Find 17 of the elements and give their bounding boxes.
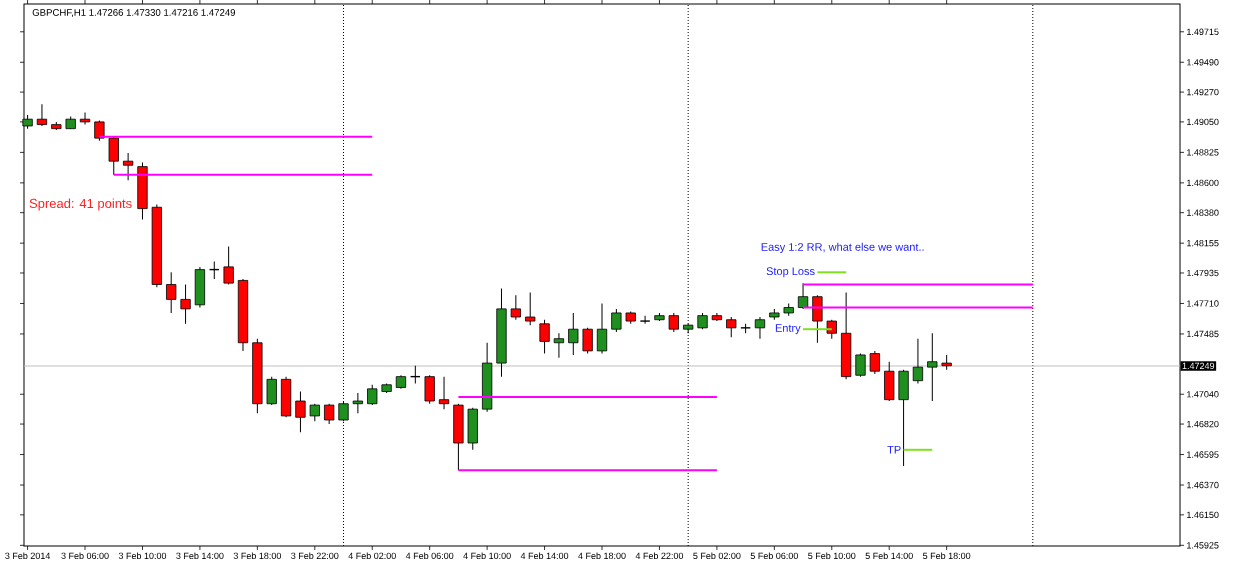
candlestick xyxy=(223,246,234,285)
candlestick xyxy=(553,332,565,359)
candlestick xyxy=(596,302,608,355)
candlestick xyxy=(912,338,924,384)
candlestick xyxy=(726,316,737,338)
candlestick xyxy=(525,292,536,326)
candlestick xyxy=(122,152,134,181)
candlestick xyxy=(194,266,206,309)
candlestick xyxy=(438,376,450,410)
candlestick xyxy=(79,111,91,126)
candlestick xyxy=(639,315,651,325)
candlestick xyxy=(280,376,292,418)
candlestick xyxy=(797,282,809,310)
candlestick xyxy=(539,319,550,355)
candlestick xyxy=(36,103,48,127)
candlestick xyxy=(754,316,766,340)
candlestick xyxy=(424,374,435,405)
